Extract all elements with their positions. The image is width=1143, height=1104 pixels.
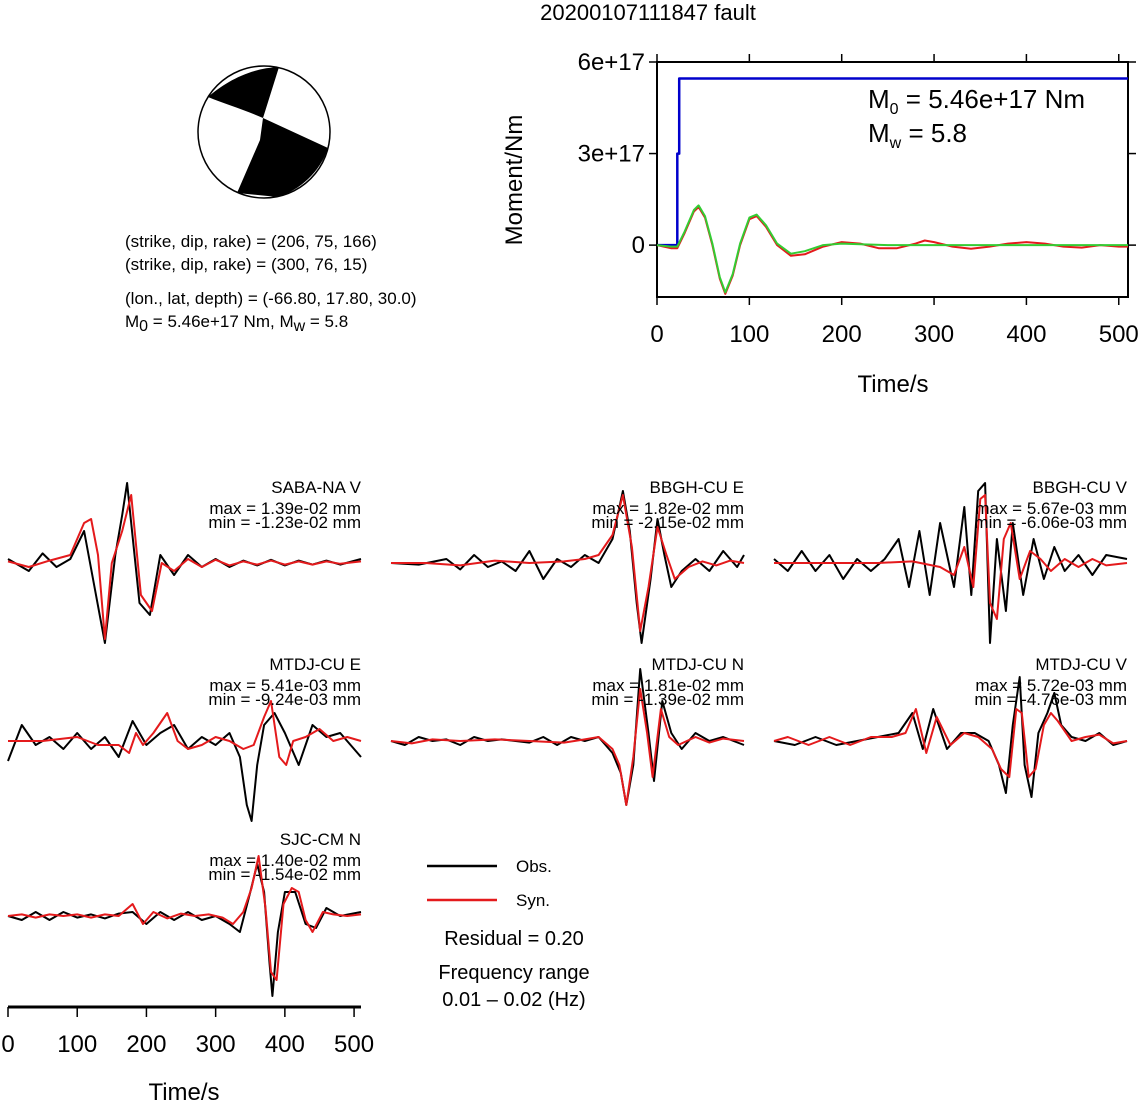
moment-xtick-label: 0: [650, 321, 663, 348]
moment-rate-plot: 0 3e+17 6e+17 0 100 200 300 400 500 Moment/Nm T…: [501, 49, 1139, 398]
waveform-x-axis: 0 100 200 300 400 500: [1, 1005, 374, 1058]
observed-waveform: [773, 482, 1128, 644]
focal-mechanism-beachball: [197, 65, 331, 199]
waveform-xtick-label: 300: [196, 1031, 236, 1058]
min-amplitude: min = -9.24e-03 mm: [208, 690, 361, 709]
synthetic-waveform: [774, 494, 1128, 620]
moment-xtick-label: 100: [729, 321, 769, 348]
moment-annotation-mw: Mw = 5.8: [868, 118, 967, 152]
waveform-xtick-label: 0: [1, 1031, 14, 1058]
min-amplitude: min = -1.23e-02 mm: [208, 513, 361, 532]
synthetic-waveform: [7, 855, 362, 981]
min-amplitude: min = -1.39e-02 mm: [591, 690, 744, 709]
moment-xtick-label: 200: [822, 321, 862, 348]
moment-ytick-label: 3e+17: [578, 141, 645, 168]
min-amplitude: min = -1.54e-02 mm: [208, 865, 361, 884]
moment-y-axis-label: Moment/Nm: [501, 115, 528, 246]
legend-obs-label: Obs.: [516, 857, 552, 876]
max-amplitude: max = 5.72e-03 mm: [975, 676, 1127, 695]
synthetic-waveform: [390, 688, 745, 806]
station-label: BBGH-CU E: [650, 478, 744, 497]
moment-x-axis-label: Time/s: [857, 371, 928, 398]
moment-xtick-label: 400: [1006, 321, 1046, 348]
synthetic-waveform: [391, 494, 745, 632]
max-amplitude: max = 1.82e-02 mm: [592, 499, 744, 518]
moment-xtick-label: 500: [1099, 321, 1139, 348]
moment-ytick-label: 6e+17: [578, 49, 645, 76]
station-label: BBGH-CU V: [1033, 478, 1128, 497]
moment-series-line-0: [657, 77, 1128, 247]
min-amplitude: min = -4.76e-03 mm: [974, 690, 1127, 709]
frequency-range-label: Frequency range: [438, 962, 589, 984]
synthetic-waveform: [7, 494, 362, 640]
moment-x-axis: 0 100 200 300 400 500: [650, 54, 1139, 348]
max-amplitude: max = 1.81e-02 mm: [592, 676, 744, 695]
synthetic-waveform: [773, 708, 1128, 778]
max-amplitude: max = 1.40e-02 mm: [209, 851, 361, 870]
moment-series-line-1: [656, 206, 1128, 295]
station-label: SJC-CM N: [280, 830, 361, 849]
max-amplitude: max = 1.39e-02 mm: [209, 499, 361, 518]
waveform-xtick-label: 500: [334, 1031, 374, 1058]
frequency-range-value: 0.01 – 0.02 (Hz): [442, 989, 585, 1011]
min-amplitude: min = -6.06e-03 mm: [974, 513, 1127, 532]
legend: Obs. Syn. Residual = 0.20 Frequency rang…: [427, 857, 590, 1011]
min-amplitude: min = -2.15e-02 mm: [591, 513, 744, 532]
waveform-xtick-label: 400: [265, 1031, 305, 1058]
moment-annotation-m0: M0 = 5.46e+17 Nm: [868, 84, 1085, 118]
magnitude-line: M0 = 5.46e+17 Nm, Mw = 5.8: [125, 312, 348, 335]
synthetic-waveform: [8, 700, 362, 766]
waveform-x-axis-label: Time/s: [148, 1079, 219, 1104]
max-amplitude: max = 5.41e-03 mm: [209, 676, 361, 695]
figure-title: 20200107111847 fault: [540, 0, 756, 25]
beachball-quadrant-1: [208, 67, 279, 118]
moment-series-line-2: [656, 204, 1128, 294]
station-label: MTDJ-CU N: [651, 655, 744, 674]
moment-plot-frame: [656, 61, 1129, 298]
station-label: MTDJ-CU E: [269, 655, 361, 674]
station-label: SABA-NA V: [271, 478, 361, 497]
moment-y-axis: 0 3e+17 6e+17: [578, 49, 1136, 259]
waveform-xtick-label: 100: [57, 1031, 97, 1058]
beachball-quadrant-2: [237, 118, 328, 197]
residual-value: Residual = 0.20: [444, 928, 584, 950]
waveform-xtick-label: 200: [126, 1031, 166, 1058]
nodal-plane-2: (strike, dip, rake) = (300, 76, 15): [125, 255, 367, 274]
moment-ytick-label: 0: [632, 232, 645, 259]
max-amplitude: max = 5.67e-03 mm: [975, 499, 1127, 518]
nodal-plane-1: (strike, dip, rake) = (206, 75, 166): [125, 232, 377, 251]
legend-syn-label: Syn.: [516, 891, 550, 910]
moment-xtick-label: 300: [914, 321, 954, 348]
moment-series-group: [656, 77, 1128, 295]
hypocenter-location: (lon., lat, depth) = (-66.80, 17.80, 30.…: [125, 289, 417, 308]
observed-waveform: [7, 712, 362, 822]
station-label: MTDJ-CU V: [1035, 655, 1127, 674]
